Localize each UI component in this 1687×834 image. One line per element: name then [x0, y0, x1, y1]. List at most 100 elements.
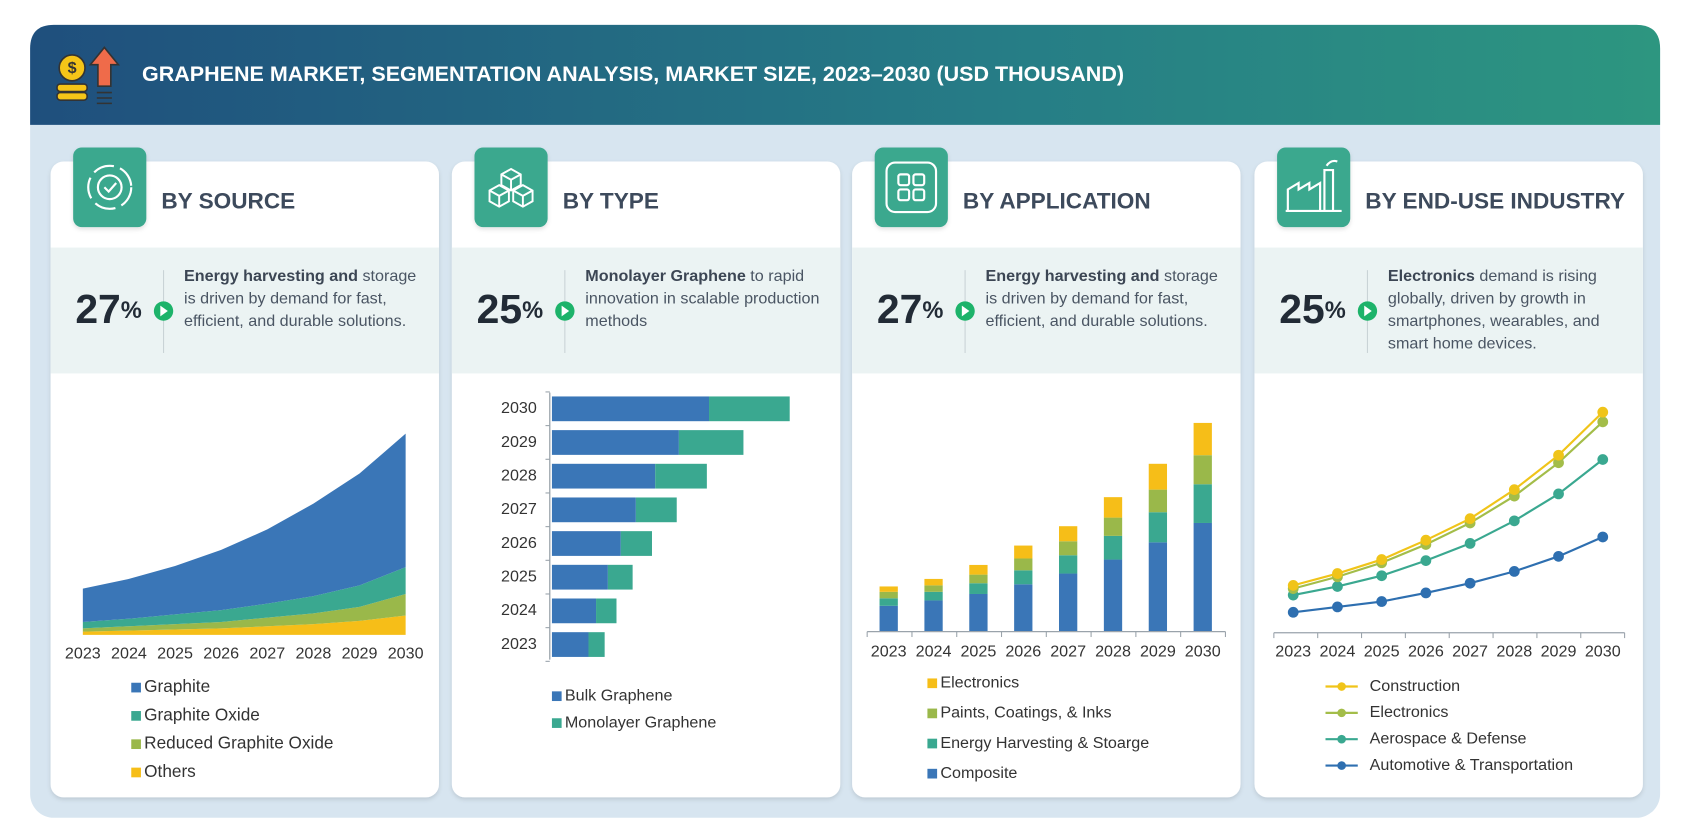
bar — [1059, 526, 1078, 542]
stat: 27% — [75, 286, 142, 332]
y-tick-label: 2030 — [501, 399, 537, 417]
panel-icon-box — [874, 147, 948, 228]
legend-label: Others — [144, 761, 196, 781]
description-box: Monolayer Graphene to rapid innovation i… — [585, 266, 820, 331]
point — [1287, 579, 1299, 591]
description-bold: Electronics — [1387, 266, 1475, 286]
point — [1464, 513, 1476, 525]
bar — [924, 585, 943, 592]
icon-shape — [897, 188, 911, 202]
legend-swatch — [131, 767, 141, 778]
y-tick-label: 2028 — [501, 466, 537, 484]
description: Energy harvesting and storage is driven … — [184, 265, 429, 333]
point — [1597, 454, 1609, 465]
legend-swatch — [927, 768, 938, 779]
legend-label: Monolayer Graphene — [565, 713, 717, 731]
x-tick-label: 2028 — [1095, 642, 1131, 660]
panel-title: BY TYPE — [563, 188, 659, 213]
icon-shape — [912, 173, 926, 187]
x-tick-label: 2028 — [1496, 642, 1532, 660]
point — [1553, 550, 1564, 562]
panel-title: BY END-USE INDUSTRY — [1365, 188, 1625, 213]
stat-unit: % — [1325, 298, 1346, 324]
bar — [596, 598, 617, 624]
x-tick-label: 2023 — [65, 645, 101, 663]
description-text: demand is rising globally, driven by gro… — [1387, 266, 1600, 353]
bar — [879, 586, 898, 592]
x-tick-label: 2025 — [960, 642, 996, 660]
x-tick-label: 2024 — [111, 645, 147, 663]
point — [1464, 538, 1476, 549]
legend-label: Automotive & Transportation — [1370, 756, 1573, 774]
y-tick-label: 2024 — [501, 601, 537, 619]
bar — [551, 396, 710, 422]
y-tick-label: 2025 — [501, 567, 537, 585]
bar — [607, 564, 633, 590]
bar — [551, 598, 597, 624]
x-tick-label: 2024 — [916, 642, 952, 660]
point — [1508, 484, 1520, 496]
icon-shape — [512, 184, 534, 208]
bar — [1014, 584, 1033, 632]
bar — [1193, 522, 1212, 632]
bar — [1103, 517, 1123, 536]
description-text: storage is driven by demand for fast, ef… — [985, 266, 1218, 331]
legend-label: Composite — [940, 764, 1017, 782]
bar — [1059, 541, 1078, 556]
x-tick-label: 2026 — [203, 645, 239, 663]
panel-stat-band — [1254, 247, 1643, 374]
x-tick-label: 2029 — [1140, 642, 1176, 660]
bar — [879, 605, 898, 632]
stat-value: 27 — [877, 286, 922, 332]
legend-swatch — [551, 718, 562, 728]
x-tick-label: 2023 — [1275, 642, 1311, 660]
point — [1287, 606, 1299, 618]
description-box: Energy harvesting and storage is driven … — [184, 265, 429, 333]
bar — [1193, 484, 1212, 523]
point — [1553, 449, 1564, 461]
legend-label: Aerospace & Defense — [1370, 729, 1527, 747]
panel-icon — [87, 164, 133, 210]
panel-icon — [1285, 159, 1342, 213]
panel-icon-box — [73, 147, 147, 228]
stat-unit: % — [121, 298, 142, 324]
bar — [969, 564, 988, 575]
legend-label: Electronics — [1370, 703, 1449, 721]
x-tick-label: 2023 — [871, 642, 907, 660]
bar — [879, 591, 898, 599]
stat-marker-arrow — [1364, 305, 1372, 317]
bar — [551, 497, 636, 523]
icon-shape — [897, 173, 911, 187]
icon-shape — [87, 164, 133, 210]
stat-value: 27 — [75, 286, 120, 332]
description-bold: Energy harvesting and — [985, 266, 1160, 286]
legend-swatch — [927, 708, 938, 719]
bar — [551, 430, 679, 455]
point — [1597, 406, 1609, 418]
description-text: to rapid innovation in scalable producti… — [585, 266, 820, 331]
area — [82, 593, 406, 632]
bar — [1103, 535, 1123, 560]
stat: 25% — [477, 286, 544, 332]
bar — [1148, 463, 1168, 490]
bar — [969, 574, 988, 584]
y-tick-label: 2027 — [501, 500, 537, 518]
point — [1420, 587, 1432, 599]
legend-swatch — [131, 682, 141, 693]
point — [1508, 515, 1520, 527]
bar — [924, 591, 943, 601]
legend-swatch — [1337, 682, 1346, 691]
point — [1420, 555, 1432, 567]
x-tick-label: 2030 — [1185, 642, 1221, 660]
legend-label: Electronics — [940, 674, 1019, 692]
icon-shape — [912, 188, 926, 202]
line — [1292, 411, 1604, 587]
header-icon: $ — [56, 46, 121, 105]
x-tick-label: 2027 — [1452, 642, 1488, 660]
x-tick-label: 2030 — [388, 645, 424, 663]
stat-marker-arrow — [561, 305, 570, 317]
y-tick-label: 2029 — [501, 433, 537, 451]
area — [82, 433, 406, 622]
